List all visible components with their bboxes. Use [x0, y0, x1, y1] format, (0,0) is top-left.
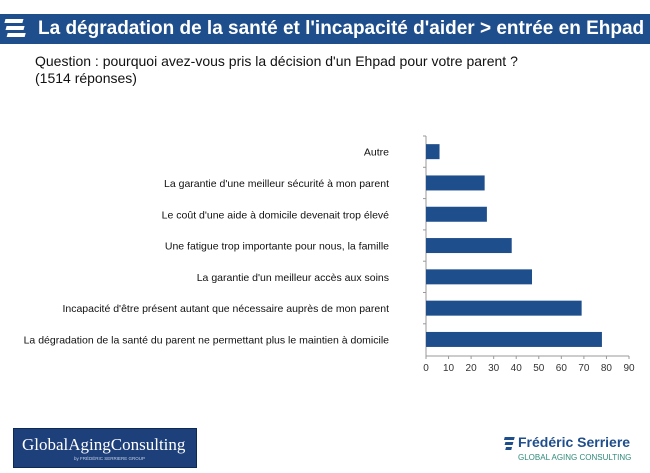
header-bar: La dégradation de la santé et l'incapaci… — [0, 14, 650, 44]
question-text: Question : pourquoi avez-vous pris la dé… — [35, 53, 518, 87]
footer-tagline: GLOBAL AGING CONSULTING — [518, 453, 632, 462]
x-tick-label: 80 — [601, 363, 613, 374]
footer-name: Frédéric Serriere — [518, 434, 631, 450]
bar — [426, 175, 485, 191]
x-tick-label: 60 — [556, 363, 568, 374]
page-title: La dégradation de la santé et l'incapaci… — [38, 18, 645, 39]
category-label: Le coût d'une aide à domicile devenait t… — [162, 209, 389, 221]
question-line: Question : pourquoi avez-vous pris la dé… — [35, 53, 518, 69]
bar — [426, 331, 602, 347]
x-tick-label: 0 — [423, 363, 429, 374]
bar — [426, 206, 487, 222]
category-label: Autre — [364, 147, 389, 159]
category-label: La garantie d'un meilleur accès aux soin… — [197, 272, 389, 284]
bar — [426, 300, 582, 316]
x-tick-label: 40 — [511, 363, 523, 374]
response-count: (1514 réponses) — [35, 70, 137, 86]
bar — [426, 144, 440, 160]
x-tick-label: 50 — [533, 363, 545, 374]
x-tick-label: 20 — [466, 363, 478, 374]
footer-brand: GlobalAgingConsulting — [22, 435, 186, 454]
category-label: Une fatigue trop importante pour nous, l… — [165, 241, 389, 253]
category-label: La garantie d'une meilleur sécurité à mo… — [164, 178, 389, 190]
category-label: La dégradation de la santé du parent ne … — [24, 334, 390, 346]
category-label: Incapacité d'être présent autant que néc… — [62, 303, 389, 315]
frederic-serriere-logo: Frédéric Serriere GLOBAL AGING CONSULTIN… — [500, 434, 645, 466]
x-tick-label: 10 — [443, 363, 455, 374]
footer-brand-sub: by FRÉDÉRIC SERRIERE GROUP — [74, 456, 146, 461]
x-tick-label: 90 — [623, 363, 635, 374]
x-tick-label: 70 — [578, 363, 590, 374]
global-aging-consulting-logo: GlobalAgingConsulting by FRÉDÉRIC SERRIE… — [13, 428, 197, 468]
bar — [426, 238, 512, 254]
fs-mark-icon — [504, 437, 515, 450]
stacked-bars-logo-icon — [4, 19, 26, 37]
x-tick-label: 30 — [488, 363, 500, 374]
bar — [426, 269, 533, 285]
